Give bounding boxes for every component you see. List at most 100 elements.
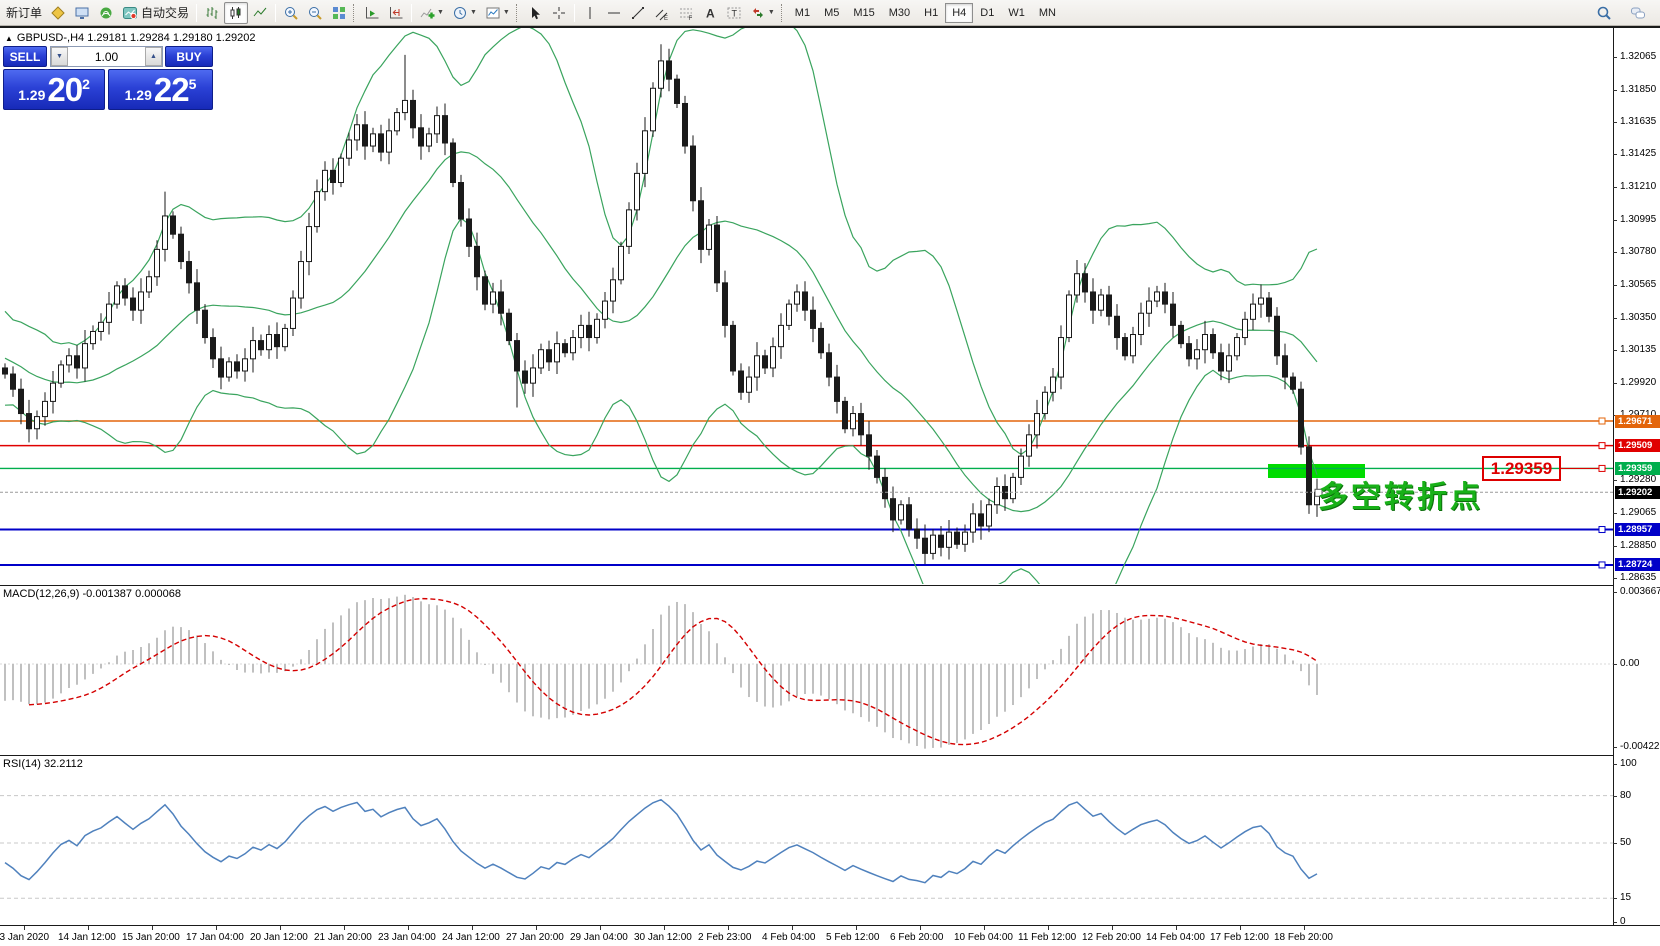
axis-tick [1613, 317, 1617, 319]
resistance-label[interactable]: 1.29671 [1615, 414, 1660, 428]
text-button[interactable]: A [698, 2, 722, 24]
svg-text:A: A [706, 6, 715, 20]
green-level-label[interactable]: 1.29359 [1615, 461, 1660, 475]
price-axis[interactable]: 1.32065 1.31850 1.31635 1.31425 1.31210 1.309… [1613, 28, 1660, 927]
signals-icon-button[interactable] [94, 2, 118, 24]
arrows-button[interactable]: ▼ [746, 2, 779, 24]
volume-input[interactable] [68, 47, 145, 66]
new-order-button[interactable]: 新订单 [2, 2, 46, 24]
rsi-value: 32.2112 [43, 758, 83, 770]
navigator-icon-button[interactable] [46, 2, 70, 24]
axis-tick [1613, 664, 1617, 665]
horizontal-lines [0, 420, 1613, 566]
red-level-label[interactable]: 1.29509 [1615, 439, 1660, 453]
templates-button[interactable]: ▼ [481, 2, 514, 24]
cursor-button[interactable] [523, 2, 547, 24]
search-icon-button[interactable] [1592, 2, 1616, 24]
chat-icon-button[interactable] [1626, 2, 1650, 24]
price-tick-label: 1.29280 [1620, 474, 1657, 486]
green-zone-rect[interactable] [1268, 464, 1365, 478]
price-tick-label: 1.30780 [1620, 246, 1657, 258]
main-chart-pane[interactable] [0, 28, 1613, 584]
buy-price-button[interactable]: 1.29 22 5 [108, 69, 213, 110]
zoom-in-button[interactable] [279, 2, 303, 24]
time-tick [408, 926, 409, 930]
volume-decrease-button[interactable]: ▼ [51, 47, 68, 66]
tile-windows-button[interactable] [327, 2, 351, 24]
axis-tick [1613, 252, 1617, 254]
pane-separator[interactable] [0, 754, 1613, 756]
timeframe-d1-button[interactable]: D1 [980, 6, 995, 19]
toolbar-grip[interactable] [515, 3, 519, 22]
selection-handle[interactable] [1314, 488, 1323, 497]
toolbar-grip[interactable] [353, 3, 356, 22]
fibonacci-icon: F [679, 8, 692, 21]
trendline-button[interactable] [626, 2, 650, 24]
buy-price-main: 22 [153, 70, 190, 108]
time-tick [600, 926, 601, 930]
macd-indicator-label: MACD(12,26,9) -0.001387 0.000068 [3, 588, 181, 600]
candlestick-chart-button[interactable] [224, 1, 249, 24]
sell-price-main: 20 [47, 70, 83, 108]
support2-label[interactable]: 1.28724 [1615, 558, 1660, 572]
vertical-line-button[interactable] [578, 2, 602, 24]
turning-point-annotation[interactable]: 多空转折点 [1318, 481, 1483, 514]
timeframe-m1-button[interactable]: M1 [794, 6, 811, 19]
auto-scroll-button[interactable] [360, 2, 384, 24]
sell-price-button[interactable]: 1.29 20 2 [3, 69, 105, 110]
zoom-out-button[interactable] [303, 2, 327, 24]
axis-tick [1613, 578, 1617, 580]
timeframe-m5-button[interactable]: M5 [824, 6, 840, 19]
bar-chart-button[interactable] [200, 2, 224, 24]
periods-button[interactable]: ▼ [448, 2, 481, 24]
indicators-button[interactable]: ▼ [415, 2, 448, 24]
auto-trading-button-label: 自动交易 [141, 6, 190, 20]
timeframe-m30-button[interactable]: M30 [888, 6, 911, 19]
timeframe-h4-button[interactable]: H4 [945, 2, 974, 23]
timeframe-h1-button[interactable]: H1 [924, 6, 939, 19]
hline-icon [607, 12, 620, 13]
candlestick-chart [0, 28, 1613, 584]
time-tick [472, 926, 473, 930]
line-chart-button[interactable] [248, 2, 272, 24]
crosshair-button[interactable] [547, 2, 571, 24]
rsi-scale-label: 0 [1620, 916, 1626, 927]
rsi-scale-label: 50 [1620, 837, 1632, 848]
time-axis[interactable]: 13 Jan 2020 14 Jan 12:00 15 Jan 20:00 17 Ja… [0, 925, 1660, 946]
toolbar-separator [275, 3, 277, 22]
sell-button[interactable]: SELL [3, 46, 47, 67]
macd-signal-value: 0.000068 [135, 588, 181, 600]
price-callout-box[interactable]: 1.29359 [1482, 456, 1561, 481]
market-watch-icon-button[interactable] [70, 2, 94, 24]
timeframe-m15-button[interactable]: M15 [853, 6, 875, 19]
channel-button[interactable]: E [650, 2, 674, 24]
fibonacci-button[interactable]: F [674, 2, 698, 24]
rsi-pane[interactable] [0, 756, 1613, 925]
timeframe-w1-button[interactable]: W1 [1008, 6, 1025, 19]
price-tick-label: 1.30565 [1620, 279, 1657, 291]
time-label: 2 Feb 23:00 [698, 932, 752, 943]
horizontal-line-button[interactable] [602, 2, 626, 24]
rsi-scale-label: 100 [1620, 758, 1637, 769]
auto-trading-button[interactable]: 自动交易 [118, 2, 193, 24]
vline-icon [589, 6, 591, 19]
price-tick-label: 1.28635 [1620, 572, 1657, 584]
axis-tick [1613, 545, 1617, 547]
pane-separator[interactable] [0, 584, 1613, 586]
label-button[interactable]: T [722, 2, 746, 24]
macd-pane[interactable] [0, 586, 1613, 754]
time-label: 30 Jan 12:00 [634, 932, 692, 943]
current-price-label[interactable]: 1.29202 [1615, 485, 1660, 499]
axis-tick [1613, 350, 1617, 352]
dropdown-caret-icon: ▼ [767, 9, 775, 16]
buy-button[interactable]: BUY [165, 46, 213, 67]
volume-increase-button[interactable]: ▲ [145, 47, 162, 66]
market-watch-icon [75, 7, 89, 19]
support1-label[interactable]: 1.28957 [1615, 523, 1660, 537]
chart-shift-button[interactable] [384, 2, 408, 24]
toolbar-grip[interactable] [780, 3, 784, 22]
timeframe-mn-button[interactable]: MN [1038, 6, 1056, 19]
axis-tick [1613, 187, 1617, 189]
time-tick [1048, 926, 1049, 930]
one-click-trade-panel: SELL ▼ ▲ BUY 1.29 20 2 1.29 22 5 [3, 46, 213, 110]
